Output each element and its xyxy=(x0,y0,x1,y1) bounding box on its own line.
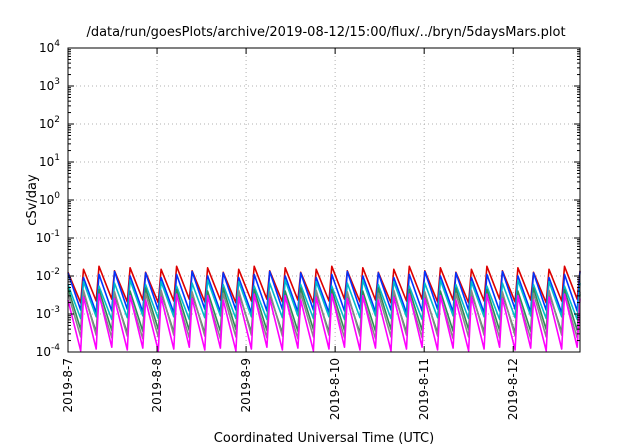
y-tick-label: 100 xyxy=(39,191,60,207)
x-tick-label: 2019-8-7 xyxy=(61,358,75,412)
y-tick-label: 104 xyxy=(39,39,60,55)
y-tick-label: 10-2 xyxy=(36,267,60,283)
y-tick-exponent: 2 xyxy=(54,115,60,125)
y-tick-base: 10 xyxy=(36,231,51,245)
y-tick-label: 103 xyxy=(39,77,60,93)
y-tick-base: 10 xyxy=(39,79,54,93)
y-tick-exponent: 4 xyxy=(54,39,60,49)
y-axis-label: cSv/day xyxy=(25,174,40,226)
x-tick-label: 2019-8-10 xyxy=(328,358,342,420)
y-tick-exponent: -2 xyxy=(51,267,60,277)
y-tick-base: 10 xyxy=(39,117,54,131)
grid-lines xyxy=(68,48,580,352)
series-group xyxy=(67,265,581,352)
x-tick-label: 2019-8-8 xyxy=(150,358,164,412)
x-axis-ticks: 2019-8-7 2019-8-8 2019-8-9 2019-8-10 2019-8-… xyxy=(61,48,520,420)
y-tick-exponent: -3 xyxy=(51,305,60,315)
y-tick-base: 10 xyxy=(39,41,54,55)
y-tick-base: 10 xyxy=(36,307,51,321)
series-line-6 xyxy=(67,293,581,352)
chart-title: /data/run/goesPlots/archive/2019-08-12/1… xyxy=(86,25,565,40)
y-tick-exponent: 1 xyxy=(54,153,60,163)
y-tick-label: 10-4 xyxy=(36,343,61,359)
y-tick-base: 10 xyxy=(39,193,54,207)
x-axis-label: Coordinated Universal Time (UTC) xyxy=(214,431,434,446)
series-line-3 xyxy=(67,279,581,321)
y-tick-exponent: 3 xyxy=(54,77,60,87)
y-tick-base: 10 xyxy=(36,269,51,283)
y-tick-label: 102 xyxy=(39,115,60,131)
y-tick-label: 101 xyxy=(39,153,60,169)
x-tick-label: 2019-8-11 xyxy=(417,358,431,420)
y-tick-label: 10-3 xyxy=(36,305,60,321)
y-tick-exponent: -1 xyxy=(51,229,60,239)
y-tick-exponent: -4 xyxy=(51,343,60,353)
x-tick-label: 2019-8-9 xyxy=(239,358,253,412)
y-tick-label: 10-1 xyxy=(36,229,60,245)
y-tick-base: 10 xyxy=(39,155,54,169)
y-tick-exponent: 0 xyxy=(54,191,60,201)
y-tick-base: 10 xyxy=(36,345,51,359)
x-tick-label: 2019-8-12 xyxy=(506,358,520,420)
